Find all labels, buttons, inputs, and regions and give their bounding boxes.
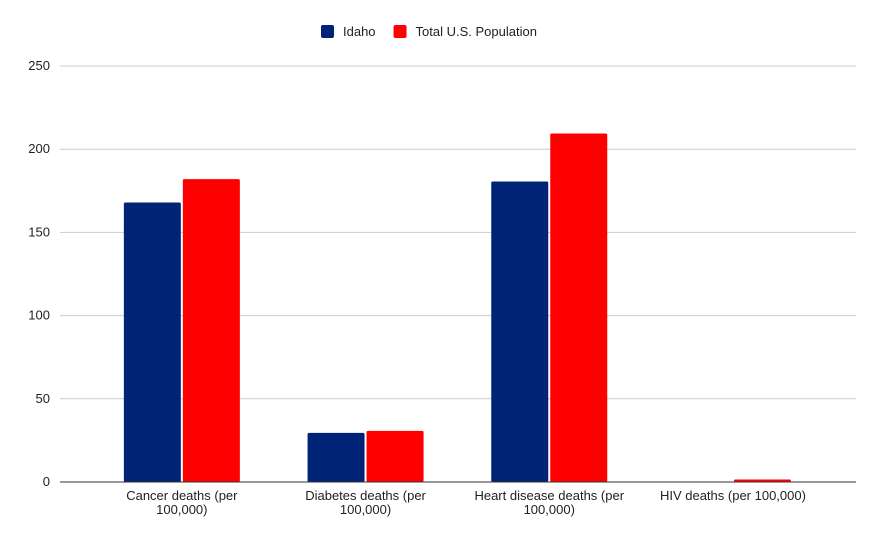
y-tick-label: 0 <box>43 474 50 489</box>
legend-item: Total U.S. Population <box>393 24 537 39</box>
y-tick-label: 100 <box>28 308 50 323</box>
bar-total-u-s-population-2 <box>550 133 608 482</box>
x-tick-label-line: HIV deaths (per 100,000) <box>660 488 806 503</box>
bar-total-u-s-population-1 <box>366 430 424 482</box>
y-tick-label: 50 <box>36 391 50 406</box>
legend-swatch <box>393 25 407 38</box>
x-tick-label-line: 100,000) <box>524 502 575 517</box>
x-tick-label-line: Cancer deaths (per <box>126 488 238 503</box>
bar-idaho-1 <box>307 432 365 482</box>
legend-label: Total U.S. Population <box>416 24 537 39</box>
x-tick-label: HIV deaths (per 100,000) <box>660 488 806 503</box>
x-tick-label: Cancer deaths (per 100,000) <box>126 488 238 517</box>
x-axis-labels: Cancer deaths (per 100,000)Diabetes death… <box>126 488 806 517</box>
legend-swatch <box>321 25 334 38</box>
x-tick-label-line: 100,000) <box>156 502 207 517</box>
bars <box>123 133 791 483</box>
x-tick-label: Diabetes deaths (per 100,000) <box>305 488 426 517</box>
x-tick-label-line: Diabetes deaths (per <box>305 488 426 503</box>
y-tick-label: 150 <box>28 224 50 239</box>
bar-total-u-s-population-0 <box>182 179 240 483</box>
legend-label: Idaho <box>343 24 376 39</box>
bar-idaho-0 <box>123 202 181 482</box>
bar-idaho-2 <box>491 181 549 482</box>
legend-item: Idaho <box>321 24 376 39</box>
y-tick-label: 250 <box>28 58 50 73</box>
y-tick-label: 200 <box>28 141 50 156</box>
x-tick-label: Heart disease deaths (per 100,000) <box>474 488 624 517</box>
y-axis-ticks: 0 50 100 150 200 250 <box>28 58 50 489</box>
x-tick-label-line: 100,000) <box>340 502 391 517</box>
bar-total-u-s-population-3 <box>733 479 791 482</box>
legend: Idaho Total U.S. Population <box>321 24 537 39</box>
x-tick-label-line: Heart disease deaths (per <box>474 488 624 503</box>
